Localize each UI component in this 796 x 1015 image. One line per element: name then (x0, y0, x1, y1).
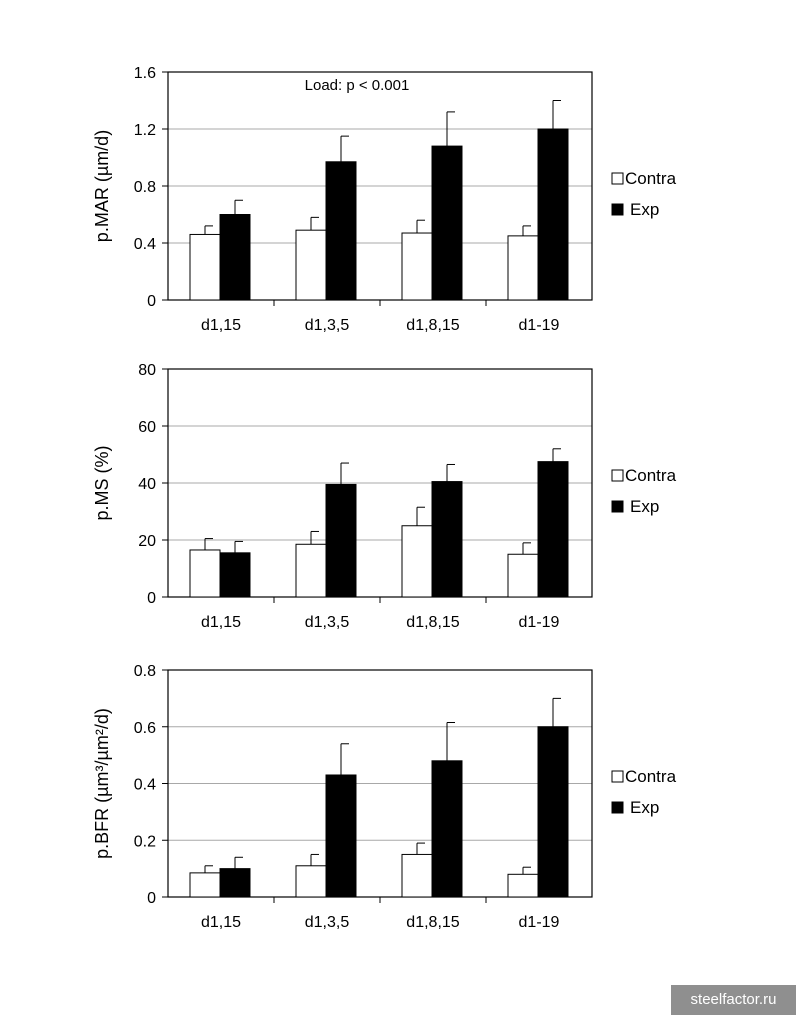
bar-contra (295, 543, 327, 598)
bar-exp (325, 483, 357, 598)
x-tick-label: d1,8,15 (406, 914, 459, 931)
x-tick-label: d1,15 (201, 614, 241, 631)
bar-exp (219, 868, 251, 898)
x-tick-label: d1,3,5 (305, 614, 350, 631)
bar-contra (507, 235, 539, 301)
legend-label: Exp (630, 798, 659, 817)
x-tick-label: d1-19 (519, 914, 560, 931)
legend-swatch-exp (611, 500, 624, 513)
y-tick-label: 80 (138, 362, 156, 379)
bar-contra (401, 853, 433, 898)
legend-swatch-exp (611, 203, 624, 216)
y-tick-label: 0.4 (134, 777, 156, 794)
legend-label: Contra (625, 767, 677, 786)
bar-exp (431, 760, 463, 898)
bar-exp (537, 128, 569, 301)
x-tick-label: d1,15 (201, 317, 241, 334)
y-axis-label: p.MAR (µm/d) (92, 130, 112, 242)
bar-contra (507, 553, 539, 598)
y-tick-label: 60 (138, 419, 156, 436)
bar-exp (431, 145, 463, 301)
bar-exp (537, 726, 569, 898)
y-tick-label: 40 (138, 476, 156, 493)
x-tick-label: d1,8,15 (406, 317, 459, 334)
y-tick-label: 20 (138, 533, 156, 550)
bar-contra (401, 232, 433, 301)
y-tick-label: 0 (147, 890, 156, 907)
bar-exp (325, 774, 357, 898)
chart-panel-3: 0 0.2 0.4 0.6 0.8 d1,15 d1,3,5 d1,8,15 d1-19 p.BF… (92, 663, 677, 931)
y-tick-label: 0.8 (134, 179, 156, 196)
legend-label: Contra (625, 466, 677, 485)
y-tick-label: 0 (147, 590, 156, 607)
bar-exp (325, 161, 357, 301)
bar-contra (295, 229, 327, 301)
y-tick-label: 0.6 (134, 720, 156, 737)
x-tick-label: d1,8,15 (406, 614, 459, 631)
watermark: steelfactor.ru (671, 985, 796, 1015)
legend-swatch-contra (611, 770, 624, 783)
legend-swatch-contra (611, 172, 624, 185)
x-tick-label: d1,15 (201, 914, 241, 931)
x-tick-label: d1,3,5 (305, 914, 350, 931)
x-tick-label: d1-19 (519, 614, 560, 631)
bar-exp (219, 552, 251, 598)
x-tick-label: d1-19 (519, 317, 560, 334)
bar-contra (189, 549, 221, 598)
legend-label: Contra (625, 169, 677, 188)
legend-swatch-contra (611, 469, 624, 482)
y-tick-label: 1.6 (134, 65, 156, 82)
chart-panel-2: 0 20 40 60 80 d1,15 d1,3,5 d1,8,15 d1-19 p.MS (%)… (92, 362, 677, 631)
bar-contra (189, 233, 221, 301)
legend-swatch-exp (611, 801, 624, 814)
bar-contra (401, 525, 433, 598)
y-axis-label: p.BFR (µm³/µm²/d) (92, 708, 112, 859)
bar-contra (189, 872, 221, 898)
bar-exp (537, 461, 569, 598)
annotation: Load: p < 0.001 (305, 77, 410, 94)
y-tick-label: 1.2 (134, 122, 156, 139)
bar-exp (431, 481, 463, 598)
bar-contra (295, 865, 327, 898)
bar-contra (507, 873, 539, 898)
legend-label: Exp (630, 497, 659, 516)
y-axis-label: p.MS (%) (92, 445, 112, 520)
x-tick-label: d1,3,5 (305, 317, 350, 334)
y-tick-label: 0.2 (134, 833, 156, 850)
legend-label: Exp (630, 200, 659, 219)
y-tick-label: 0 (147, 293, 156, 310)
bar-exp (219, 214, 251, 301)
y-tick-label: 0.8 (134, 663, 156, 680)
chart-panel-1: 0 0.4 0.8 1.2 1.6 d1,15 d1,3,5 d1,8,15 d1-19 p.MA… (92, 65, 677, 334)
y-tick-label: 0.4 (134, 236, 156, 253)
